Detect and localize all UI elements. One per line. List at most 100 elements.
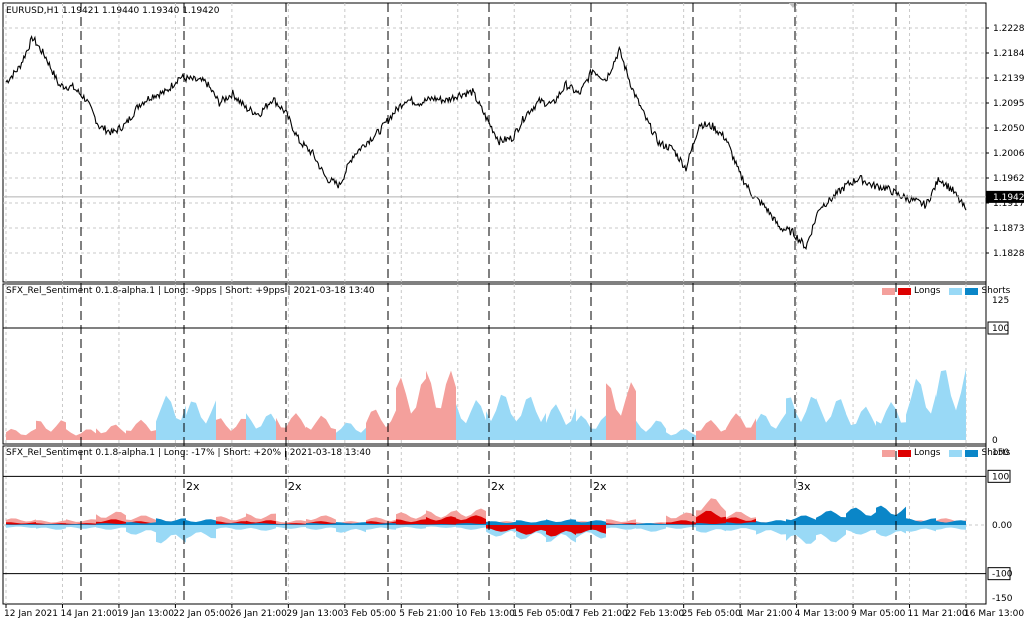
time-tick-label: 1 Mar 21:00 — [738, 609, 793, 619]
indicator2-shorts-light-area — [426, 525, 456, 528]
indicator2-shorts-light-area — [366, 525, 396, 530]
session-separator-lines — [80, 3, 897, 604]
shorts-dark-swatch — [965, 287, 979, 295]
price-tick-label: 1.19170 — [993, 199, 1024, 209]
shift-marker-icon[interactable] — [789, 3, 797, 8]
indicator1-longs-area — [726, 413, 756, 440]
indicator2-shorts-light-area — [6, 525, 36, 528]
indicator2-level-box — [987, 469, 1011, 483]
indicator2-shorts-dark-area — [156, 518, 186, 525]
time-tick-label: 12 Jan 2021 — [4, 609, 58, 619]
indicator2-shorts-light-area — [186, 525, 216, 539]
legend-shorts-label: Shorts — [981, 286, 1011, 296]
shorts-light-swatch — [949, 449, 963, 457]
indicator1-longs-area — [96, 424, 126, 440]
indicator1-shorts-area — [516, 396, 546, 440]
time-tick-label: 4 Mar 13:00 — [795, 609, 850, 619]
indicator1-shorts-area — [786, 396, 816, 440]
time-tick-label: 15 Feb 05:00 — [512, 609, 571, 619]
indicator1-shorts-area — [186, 400, 216, 440]
indicator1-sentiment-areas — [6, 368, 966, 440]
indicator2-shorts-dark-area — [846, 507, 876, 525]
price-tick-label: 1.19620 — [993, 174, 1024, 184]
indicator2-shorts-light-area — [396, 525, 426, 529]
legend-longs-label: Longs — [914, 448, 941, 458]
indicator2-shorts-dark-area — [216, 523, 246, 525]
indicator1-longs-area — [216, 418, 246, 440]
indicator2-shorts-dark-area — [486, 521, 516, 525]
indicator1-scale-label: 0 — [992, 436, 998, 446]
indicator1-longs-area — [66, 429, 96, 440]
time-tick-label: 11 Mar 21:00 — [908, 609, 968, 619]
indicator2-shorts-light-area — [756, 525, 786, 535]
time-tick-label: 14 Jan 21:00 — [60, 609, 117, 619]
indicator2-shorts-light-area — [636, 525, 666, 532]
indicator2-shorts-light-area — [246, 525, 276, 531]
time-tick-label: 26 Jan 21:00 — [230, 609, 287, 619]
legend-shorts-label: Shorts — [981, 448, 1011, 458]
indicator2-shorts-light-area — [696, 525, 726, 533]
indicator2-longs-dark-area — [486, 525, 516, 532]
main-price-panel-frame — [2, 2, 987, 283]
indicator2-shorts-dark-area — [726, 522, 756, 525]
indicator2-longs-dark-area — [696, 510, 726, 525]
time-tick-label: 17 Feb 21:00 — [569, 609, 628, 619]
indicator2-shorts-dark-area — [696, 523, 726, 525]
indicator2-shorts-dark-area — [606, 524, 636, 525]
indicator2-shorts-dark-area — [666, 524, 696, 525]
time-tick-label: 19 Jan 13:00 — [117, 609, 174, 619]
indicator1-longs-area — [306, 415, 336, 440]
indicator1-shorts-area — [636, 420, 666, 440]
indicator1-shorts-area — [156, 395, 186, 440]
indicator2-shorts-light-area — [156, 525, 186, 544]
indicator2-shorts-light-area — [816, 525, 846, 543]
time-tick-label: 9 Mar 05:00 — [851, 609, 906, 619]
indicator2-longs-dark-area — [456, 515, 486, 525]
indicator1-longs-area — [696, 420, 726, 440]
indicator1-title: SFX_Rel_Sentiment 0.1.8-alpha.1 | Long: … — [6, 286, 375, 296]
indicator2-longs-dark-area — [546, 525, 576, 537]
shorts-light-swatch — [949, 287, 963, 295]
indicator2-shorts-dark-area — [126, 522, 156, 525]
indicator1-shorts-area — [906, 378, 936, 440]
indicator1-shorts-area — [816, 398, 846, 440]
multiplier-label: 2x — [593, 480, 607, 493]
indicator2-longs-dark-area — [426, 516, 456, 525]
legend-longs-label: Longs — [914, 286, 941, 296]
indicator2-longs-dark-area — [666, 520, 696, 525]
indicator2-shorts-dark-area — [246, 523, 276, 525]
indicator1-longs-area — [366, 409, 396, 440]
indicator1-scale-label: 100 — [992, 324, 1009, 334]
indicator2-title: SFX_Rel_Sentiment 0.1.8-alpha.1 | Long: … — [6, 448, 371, 458]
indicator2-shorts-dark-area — [876, 505, 906, 525]
longs-light-swatch — [882, 449, 895, 457]
indicator2-shorts-dark-area — [186, 519, 216, 525]
indicator2-shorts-light-area — [846, 525, 876, 535]
indicator1-longs-area — [396, 377, 426, 440]
indicator2-scale-label: 100 — [992, 472, 1009, 482]
indicator1-shorts-area — [336, 422, 366, 440]
indicator1-longs-area — [126, 419, 156, 440]
indicator2-level-box — [987, 567, 1011, 581]
indicator2-shorts-dark-area — [516, 520, 546, 525]
price-tick-label: 1.22280 — [993, 24, 1024, 34]
indicator2-shorts-light-area — [126, 525, 156, 535]
indicator2-shorts-light-area — [96, 525, 126, 530]
symbol-info: EURUSD,H1 1.19421 1.19440 1.19340 1.1942… — [6, 6, 220, 16]
indicator2-shorts-light-area — [936, 525, 966, 530]
indicator2-shorts-light-area — [36, 525, 66, 530]
indicator2-shorts-dark-area — [756, 520, 786, 525]
indicator2-legend: Longs Shorts — [882, 448, 1010, 458]
indicator2-shorts-light-area — [336, 525, 366, 533]
indicator2-scale-label: 0.00 — [992, 521, 1012, 531]
indicator1-longs-area — [426, 370, 456, 440]
indicator2-shorts-dark-area — [336, 522, 366, 525]
indicator2-shorts-dark-area — [96, 523, 126, 525]
price-tick-label: 1.20500 — [993, 124, 1024, 134]
indicator1-shorts-area — [546, 404, 576, 440]
indicator2-shorts-dark-area — [906, 518, 936, 525]
indicator1-longs-area — [606, 382, 636, 440]
indicator2-shorts-dark-area — [816, 510, 846, 525]
